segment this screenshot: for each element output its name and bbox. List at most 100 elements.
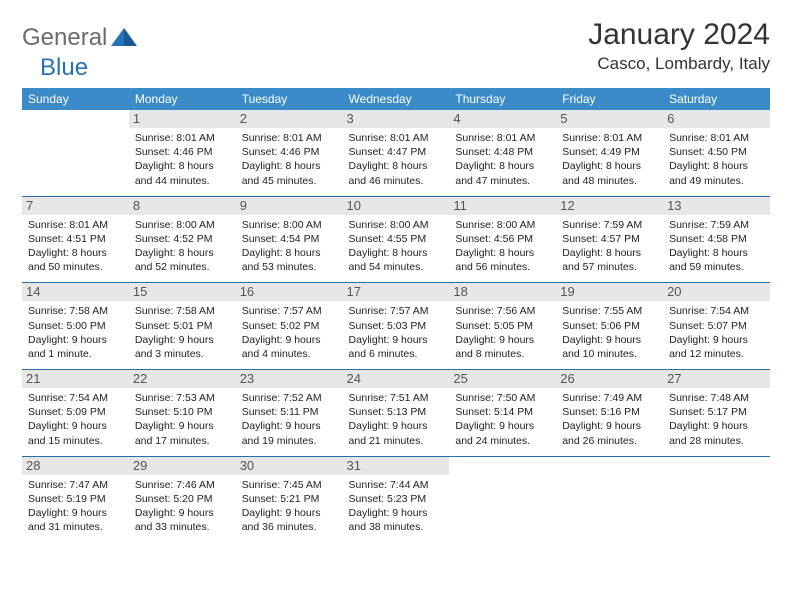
day-number: 18 [449,283,556,301]
month-title: January 2024 [588,18,770,52]
day-number [22,110,129,128]
sunrise-text: Sunrise: 7:44 AM [349,478,444,492]
day-details: Sunrise: 7:56 AMSunset: 5:05 PMDaylight:… [455,304,550,361]
day-number: 4 [449,110,556,128]
calendar-day-cell: 31Sunrise: 7:44 AMSunset: 5:23 PMDayligh… [343,456,450,542]
calendar-day-cell: 23Sunrise: 7:52 AMSunset: 5:11 PMDayligh… [236,370,343,457]
day-number: 26 [556,370,663,388]
sunrise-text: Sunrise: 7:51 AM [349,391,444,405]
calendar-day-cell: 7 Sunrise: 8:01 AMSunset: 4:51 PMDaylight… [22,196,129,283]
daylight-text: Daylight: 8 hours and 59 minutes. [669,246,764,274]
day-number: 12 [556,197,663,215]
sunrise-text: Sunrise: 8:01 AM [28,218,123,232]
day-details: Sunrise: 7:59 AMSunset: 4:57 PMDaylight:… [562,218,657,275]
day-details: Sunrise: 7:48 AMSunset: 5:17 PMDaylight:… [669,391,764,448]
day-number: 1 [129,110,236,128]
day-details: Sunrise: 8:00 AMSunset: 4:54 PMDaylight:… [242,218,337,275]
sunrise-text: Sunrise: 7:57 AM [242,304,337,318]
daylight-text: Daylight: 8 hours and 49 minutes. [669,159,764,187]
sunrise-text: Sunrise: 8:01 AM [349,131,444,145]
daylight-text: Daylight: 8 hours and 53 minutes. [242,246,337,274]
day-details: Sunrise: 7:57 AMSunset: 5:02 PMDaylight:… [242,304,337,361]
weekday-header: Thursday [449,88,556,110]
day-details: Sunrise: 8:00 AMSunset: 4:56 PMDaylight:… [455,218,550,275]
day-details: Sunrise: 7:58 AMSunset: 5:00 PMDaylight:… [28,304,123,361]
calendar-day-cell: 4Sunrise: 8:01 AMSunset: 4:48 PMDaylight… [449,110,556,196]
sunset-text: Sunset: 5:11 PM [242,405,337,419]
sunrise-text: Sunrise: 7:54 AM [669,304,764,318]
sunrise-text: Sunrise: 8:01 AM [135,131,230,145]
sunset-text: Sunset: 4:50 PM [669,145,764,159]
day-number [556,457,663,475]
day-details: Sunrise: 8:01 AMSunset: 4:46 PMDaylight:… [135,131,230,188]
sunrise-text: Sunrise: 7:53 AM [135,391,230,405]
day-number [449,457,556,475]
day-number: 21 [22,370,129,388]
daylight-text: Daylight: 8 hours and 54 minutes. [349,246,444,274]
sunrise-text: Sunrise: 7:58 AM [28,304,123,318]
calendar-day-cell [556,456,663,542]
calendar-day-cell: 20 Sunrise: 7:54 AMSunset: 5:07 PMDayligh… [663,283,770,370]
calendar-day-cell: 19Sunrise: 7:55 AMSunset: 5:06 PMDayligh… [556,283,663,370]
sunset-text: Sunset: 4:52 PM [135,232,230,246]
location: Casco, Lombardy, Italy [588,54,770,74]
calendar-day-cell: 5Sunrise: 8:01 AMSunset: 4:49 PMDaylight… [556,110,663,196]
sunrise-text: Sunrise: 7:59 AM [562,218,657,232]
logo-triangle-icon [111,26,137,51]
sunset-text: Sunset: 4:57 PM [562,232,657,246]
sunrise-text: Sunrise: 7:50 AM [455,391,550,405]
day-details: Sunrise: 7:51 AMSunset: 5:13 PMDaylight:… [349,391,444,448]
weekday-header: Saturday [663,88,770,110]
sunset-text: Sunset: 4:54 PM [242,232,337,246]
daylight-text: Daylight: 9 hours and 12 minutes. [669,333,764,361]
sunset-text: Sunset: 5:13 PM [349,405,444,419]
calendar-day-cell: 1 Sunrise: 8:01 AMSunset: 4:46 PMDaylight… [129,110,236,196]
calendar-week-row: 1 Sunrise: 8:01 AMSunset: 4:46 PMDaylight… [22,110,770,196]
logo: General [22,18,139,52]
sunset-text: Sunset: 4:56 PM [455,232,550,246]
daylight-text: Daylight: 9 hours and 24 minutes. [455,419,550,447]
day-number: 2 [236,110,343,128]
daylight-text: Daylight: 8 hours and 45 minutes. [242,159,337,187]
daylight-text: Daylight: 9 hours and 28 minutes. [669,419,764,447]
calendar-day-cell: 6Sunrise: 8:01 AMSunset: 4:50 PMDaylight… [663,110,770,196]
daylight-text: Daylight: 9 hours and 19 minutes. [242,419,337,447]
sunset-text: Sunset: 5:14 PM [455,405,550,419]
day-details: Sunrise: 7:57 AMSunset: 5:03 PMDaylight:… [349,304,444,361]
day-number: 30 [236,457,343,475]
calendar-day-cell: 12 Sunrise: 7:59 AMSunset: 4:57 PMDayligh… [556,196,663,283]
sunset-text: Sunset: 4:47 PM [349,145,444,159]
calendar-day-cell: 21Sunrise: 7:54 AMSunset: 5:09 PMDayligh… [22,370,129,457]
calendar-header-row: SundayMondayTuesdayWednesdayThursdayFrid… [22,88,770,110]
day-number: 24 [343,370,450,388]
weekday-header: Wednesday [343,88,450,110]
calendar-day-cell: 27Sunrise: 7:48 AMSunset: 5:17 PMDayligh… [663,370,770,457]
sunrise-text: Sunrise: 7:47 AM [28,478,123,492]
day-details: Sunrise: 7:46 AMSunset: 5:20 PMDaylight:… [135,478,230,535]
sunset-text: Sunset: 5:07 PM [669,319,764,333]
sunset-text: Sunset: 5:03 PM [349,319,444,333]
day-number [663,457,770,475]
sunrise-text: Sunrise: 8:01 AM [562,131,657,145]
sunset-text: Sunset: 4:51 PM [28,232,123,246]
day-details: Sunrise: 7:45 AMSunset: 5:21 PMDaylight:… [242,478,337,535]
calendar-day-cell: 11Sunrise: 8:00 AMSunset: 4:56 PMDayligh… [449,196,556,283]
sunset-text: Sunset: 5:01 PM [135,319,230,333]
sunset-text: Sunset: 5:21 PM [242,492,337,506]
day-number: 15 [129,283,236,301]
daylight-text: Daylight: 9 hours and 10 minutes. [562,333,657,361]
day-number: 3 [343,110,450,128]
calendar-day-cell: 2Sunrise: 8:01 AMSunset: 4:46 PMDaylight… [236,110,343,196]
daylight-text: Daylight: 9 hours and 36 minutes. [242,506,337,534]
day-details: Sunrise: 8:01 AMSunset: 4:51 PMDaylight:… [28,218,123,275]
sunrise-text: Sunrise: 7:49 AM [562,391,657,405]
sunset-text: Sunset: 4:49 PM [562,145,657,159]
sunrise-text: Sunrise: 7:45 AM [242,478,337,492]
calendar-week-row: 21Sunrise: 7:54 AMSunset: 5:09 PMDayligh… [22,370,770,457]
daylight-text: Daylight: 9 hours and 21 minutes. [349,419,444,447]
day-number: 7 [22,197,129,215]
day-number: 9 [236,197,343,215]
day-number: 20 [663,283,770,301]
sunrise-text: Sunrise: 8:01 AM [669,131,764,145]
calendar-day-cell: 18 Sunrise: 7:56 AMSunset: 5:05 PMDayligh… [449,283,556,370]
